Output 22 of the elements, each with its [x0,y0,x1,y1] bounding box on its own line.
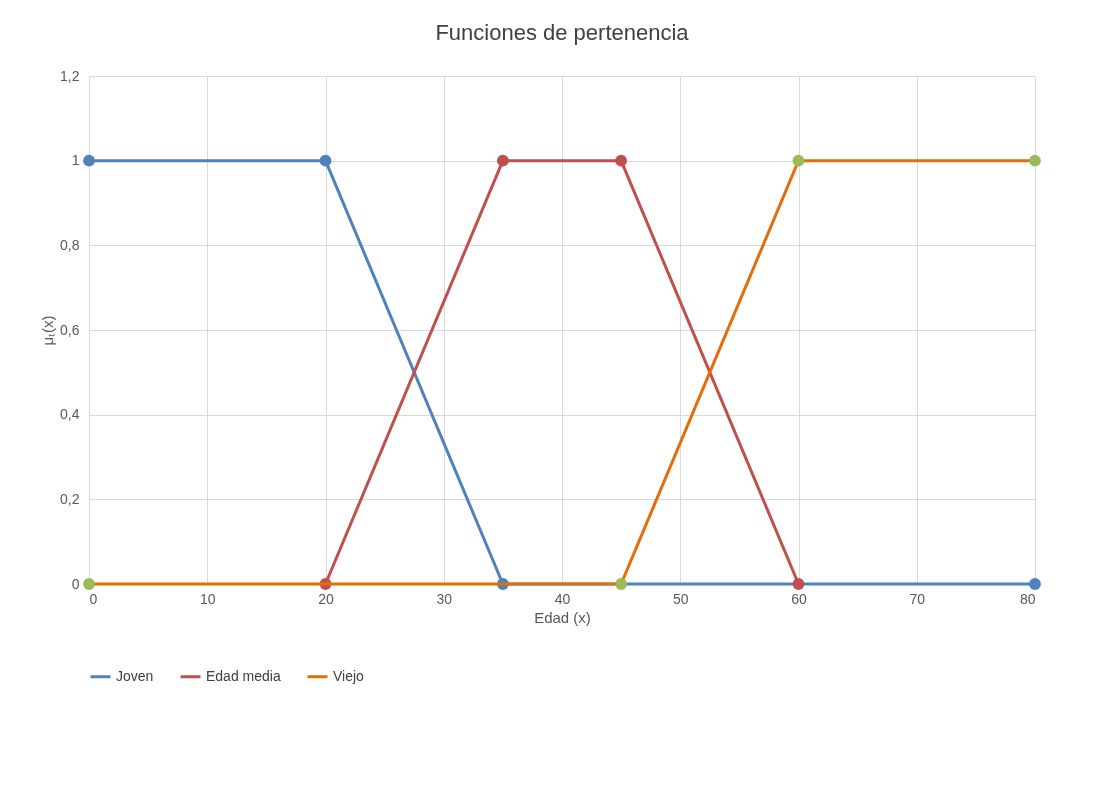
x-tick-label: 80 [1019,590,1036,607]
x-axis-title: Edad (x) [534,608,591,626]
legend-label: Edad media [206,667,281,684]
y-tick-label: 0 [71,575,80,592]
y-tick-label: 0,6 [60,321,80,338]
y-tick-label: 0,4 [60,406,80,423]
legend-label: Joven [116,667,154,684]
x-tick-label: 30 [436,590,453,607]
legend-label: Viejo [333,667,365,684]
x-tick-label: 10 [199,590,216,607]
y-tick-label: 0,2 [60,490,80,507]
x-tick-label: 40 [554,590,571,607]
x-tick-label: 50 [672,590,689,607]
x-tick-label: 20 [318,590,334,607]
y-axis-title: μₜ(x) [39,315,57,346]
x-tick-label: 70 [909,590,926,607]
y-tick-label: 1,2 [60,67,80,84]
x-tick-label: 60 [791,590,807,607]
y-tick-label: 0,8 [60,236,80,253]
x-tick-label: 0 [89,590,98,607]
chart-title: Funciones de pertenencia [435,20,690,45]
y-tick-label: 1 [71,152,80,169]
